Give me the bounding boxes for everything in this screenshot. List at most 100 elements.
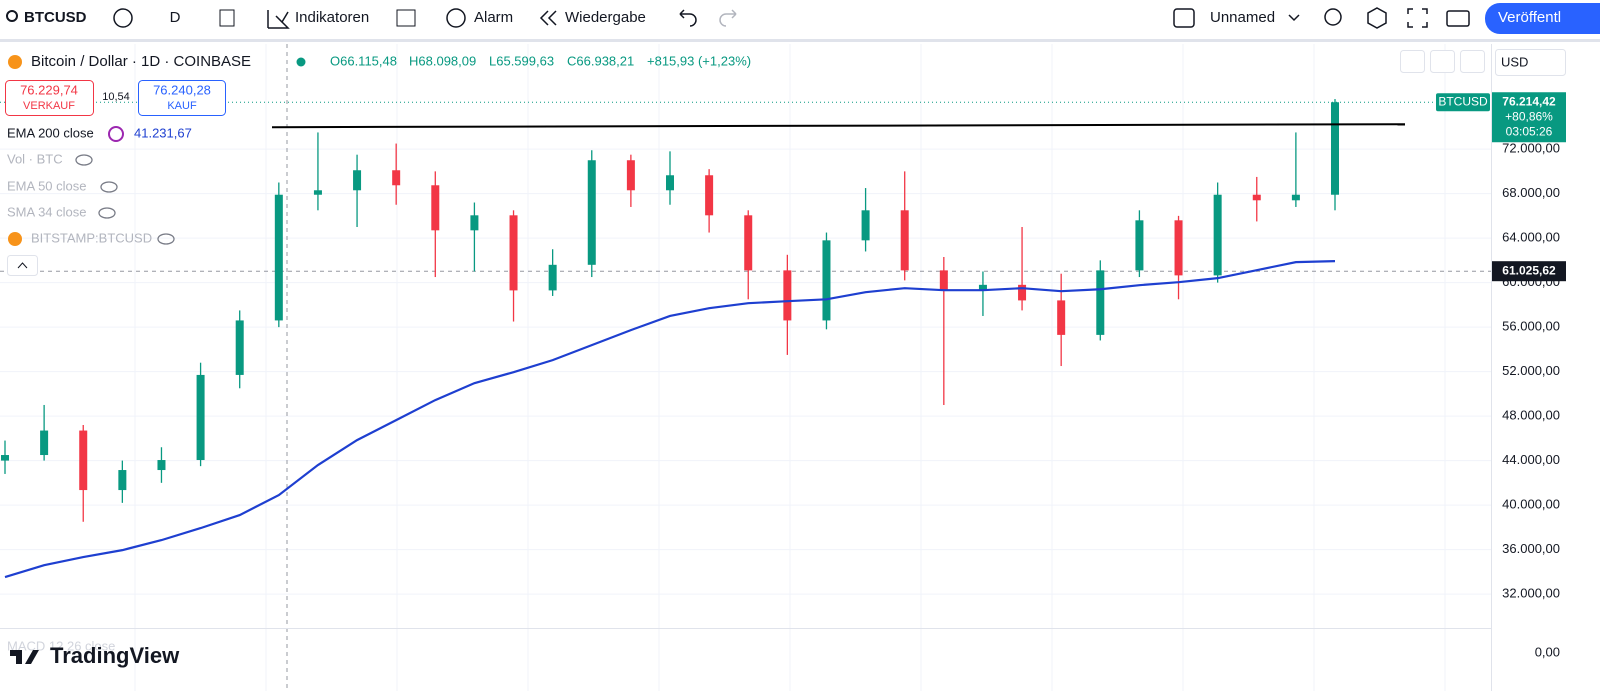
replay-button[interactable]: Wiedergabe [565, 9, 646, 26]
btc-logo [8, 232, 22, 246]
crosshair-box [1492, 261, 1566, 282]
alarm-button[interactable]: Alarm [474, 9, 513, 26]
ema-line [4, 260, 1336, 579]
candle-body [939, 270, 948, 291]
legend-title: Bitcoin / Dollar · 1D · COINBASE [31, 53, 251, 70]
y-tick-label: 32.000,00 [1502, 586, 1560, 601]
templates-icon[interactable] [396, 9, 416, 27]
candle-body [235, 320, 244, 375]
add-symbol[interactable] [113, 8, 133, 28]
indicator-value: 41.231,67 [134, 125, 192, 140]
candle-body [861, 210, 870, 241]
sell-label[interactable]: VERKAUF [23, 100, 75, 112]
collapse-legend[interactable] [7, 255, 38, 276]
indicator-name: SMA 34 close [7, 204, 87, 219]
chart-type-icon[interactable] [219, 9, 235, 27]
y-tick-label: 68.000,00 [1502, 185, 1560, 200]
watermark-logo [10, 650, 39, 664]
fullscreen[interactable] [1407, 8, 1428, 28]
toolbar [0, 0, 1600, 40]
replay-icon[interactable] [539, 10, 557, 26]
plot-area [0, 44, 1491, 691]
candle-body [1, 455, 9, 461]
indicators-icon[interactable] [267, 10, 290, 29]
candle-body [705, 175, 714, 216]
sell-price[interactable]: 76.229,74 [20, 82, 78, 97]
buy-button[interactable] [138, 80, 226, 116]
candle-body [1213, 194, 1222, 276]
quick-search[interactable] [1324, 8, 1342, 26]
candle-body [431, 185, 440, 231]
publish-button[interactable] [1485, 3, 1600, 34]
y-tick-label: 48.000,00 [1502, 408, 1560, 423]
currency-select[interactable] [1495, 49, 1566, 76]
candle-body [79, 430, 88, 491]
layout-menu[interactable] [1288, 14, 1300, 22]
settings[interactable] [1367, 7, 1387, 29]
btc-logo [8, 55, 22, 69]
candle-body [509, 215, 518, 291]
crosshair-label: 61.025,62 [1502, 263, 1556, 277]
layout-name[interactable]: Unnamed [1210, 9, 1275, 26]
candle-body [1096, 270, 1105, 335]
redo[interactable] [719, 9, 737, 27]
candle-body [40, 430, 49, 456]
indicator-name: EMA 50 close [7, 178, 87, 193]
ohlc-high: H68.098,09 [409, 53, 476, 68]
indicators-button[interactable]: Indikatoren [295, 9, 369, 26]
undo[interactable] [679, 9, 697, 27]
pane-buttons[interactable] [1400, 50, 1485, 73]
interval[interactable]: D [170, 9, 181, 26]
y-tick-label: 44.000,00 [1502, 452, 1560, 467]
market-status [296, 57, 306, 67]
y-tick-label: 72.000,00 [1502, 141, 1560, 156]
candle-body [1174, 220, 1183, 276]
candle-body [900, 210, 909, 271]
trendline [271, 123, 1406, 129]
collapse-icon[interactable] [17, 262, 28, 269]
candle-body [196, 374, 205, 461]
ohlc-close: C66.938,21 [567, 53, 634, 68]
candle-body [1331, 102, 1339, 195]
alarm-icon[interactable] [446, 8, 466, 28]
candle-body [822, 240, 831, 321]
snapshot[interactable] [1446, 10, 1470, 27]
layout-icon[interactable] [1173, 8, 1195, 28]
candle-body [587, 160, 596, 265]
y-tick-label: 56.000,00 [1502, 319, 1560, 334]
symbol[interactable]: BTCUSD [24, 9, 87, 26]
candle-body [1252, 194, 1261, 201]
buy-label[interactable]: KAUF [167, 100, 197, 112]
hidden-icons[interactable] [75, 154, 175, 245]
ohlc-open: O66.115,48 [330, 53, 397, 68]
candle-body [157, 460, 166, 471]
candle-body [118, 470, 127, 491]
candle-body [626, 160, 635, 191]
symbol-tag-label: BTCUSD [1438, 94, 1488, 108]
y-tick-label: 40.000,00 [1502, 497, 1560, 512]
ohlc-low: L65.599,63 [489, 53, 554, 68]
candle-body [274, 194, 283, 321]
watermark: TradingView [50, 643, 180, 668]
y2-tick-label: 0,00 [1535, 644, 1560, 659]
candle-body [783, 270, 792, 321]
y-tick-label: 36.000,00 [1502, 541, 1560, 556]
candle-body [548, 264, 557, 291]
candle-body [978, 284, 987, 291]
indicator-name: EMA 200 close [7, 125, 94, 140]
buy-price[interactable]: 76.240,28 [153, 82, 211, 97]
spread: 10,54 [102, 91, 130, 103]
candle-body [666, 175, 674, 191]
candle-body [1057, 300, 1066, 335]
last-price-label: 76.214,42 [1502, 94, 1556, 108]
candle-body [1018, 284, 1027, 301]
sell-button[interactable] [5, 80, 94, 116]
last-price-box [1492, 92, 1566, 143]
y-tick-label: 52.000,00 [1502, 363, 1560, 378]
currency[interactable]: USD [1501, 54, 1528, 69]
search-icon[interactable] [6, 10, 18, 22]
publish-label[interactable]: Veröffentl [1498, 9, 1561, 26]
candle-body [353, 170, 362, 191]
